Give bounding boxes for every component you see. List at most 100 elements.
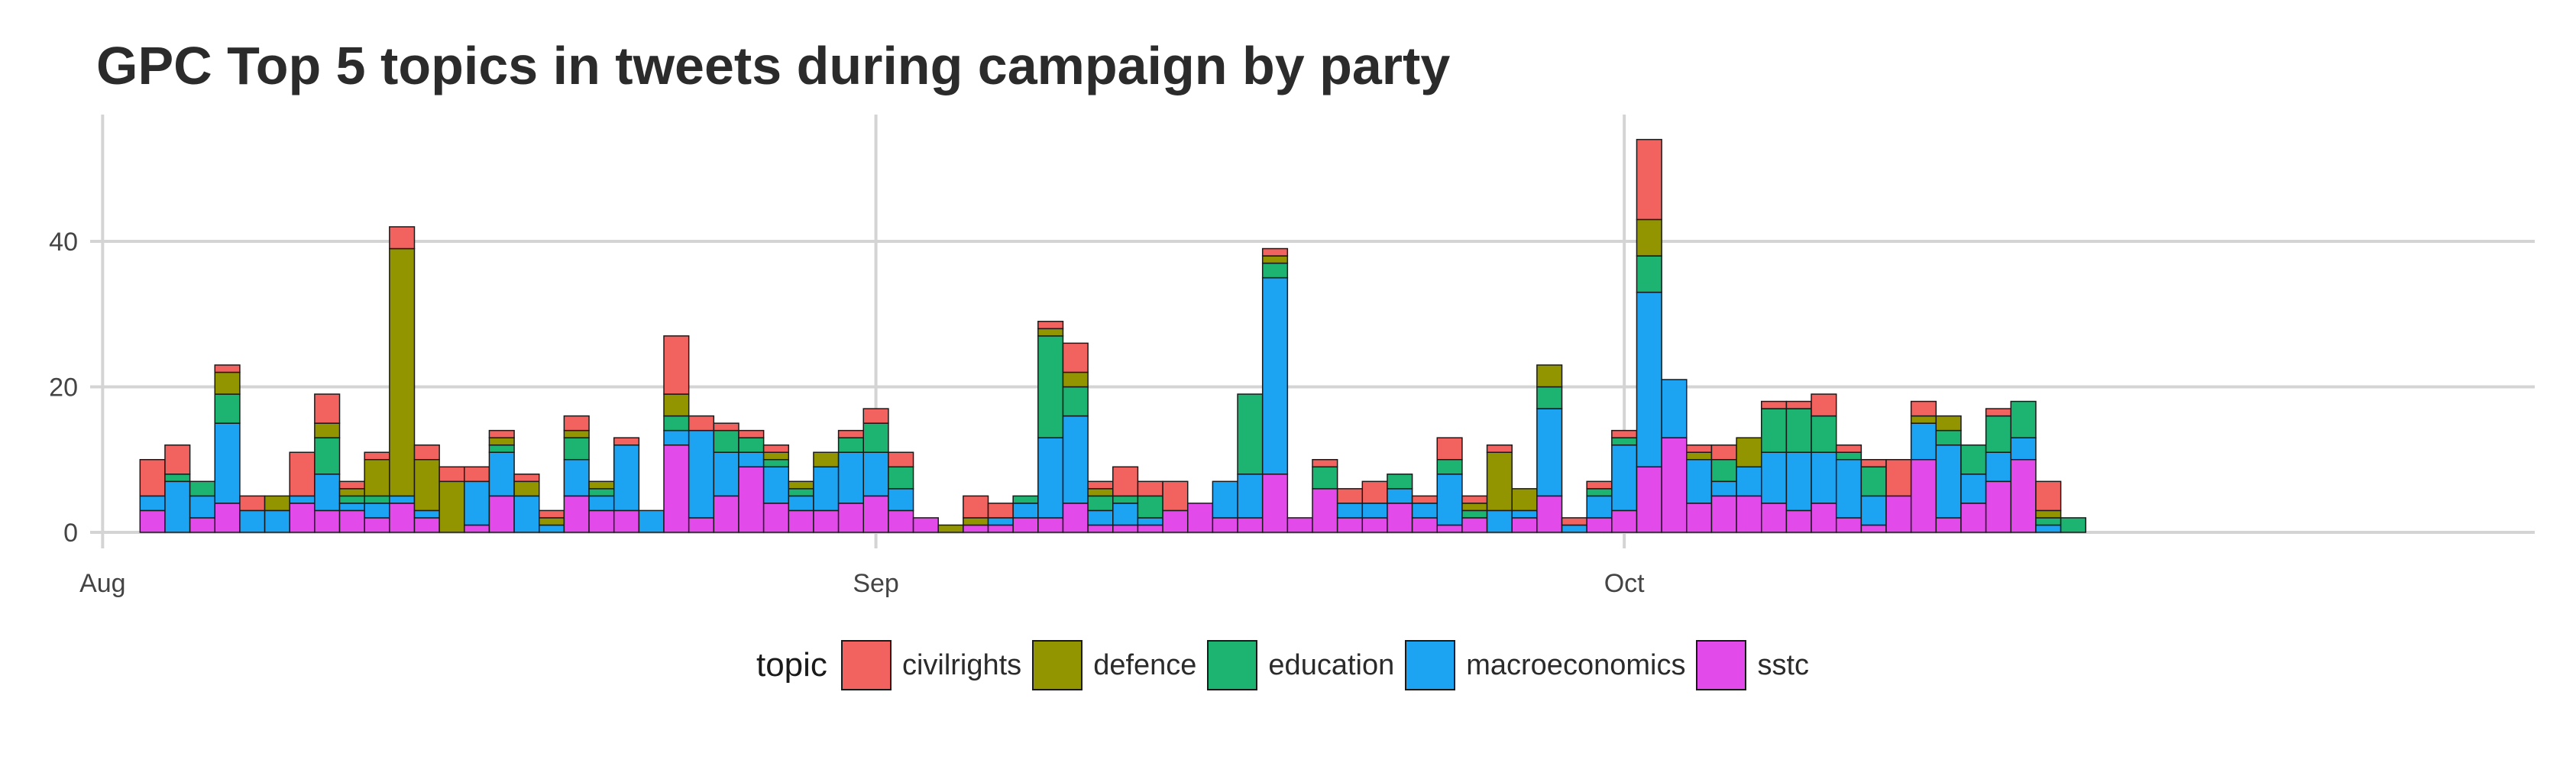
bar-civilrights xyxy=(987,503,1014,519)
bar-civilrights xyxy=(1710,444,1737,461)
legend-key-sstc xyxy=(1696,640,1747,690)
bar-civilrights xyxy=(837,429,864,438)
bar-sstc xyxy=(413,517,440,533)
bar-defence xyxy=(1910,415,1937,424)
bar-sstc xyxy=(1212,517,1238,533)
bar-defence xyxy=(937,524,964,533)
bar-sstc xyxy=(688,517,715,533)
bar-education xyxy=(2060,517,2086,533)
bar-macroeconomics xyxy=(1436,474,1463,526)
bar-defence xyxy=(1686,451,1713,461)
bar-macroeconomics xyxy=(289,495,316,504)
y-tick-label: 0 xyxy=(63,519,78,548)
bar-macroeconomics xyxy=(1212,480,1238,519)
bar-civilrights xyxy=(1037,321,1064,330)
bar-sstc xyxy=(364,517,390,533)
bar-sstc xyxy=(613,509,640,533)
bar-macroeconomics xyxy=(2010,437,2037,461)
bar-macroeconomics xyxy=(1661,379,1688,438)
bar-defence xyxy=(539,517,565,526)
bar-education xyxy=(338,495,365,504)
bar-sstc xyxy=(139,509,166,533)
bar-civilrights xyxy=(1312,459,1338,468)
bar-sstc xyxy=(1736,495,1762,533)
bar-sstc xyxy=(1536,495,1563,533)
bar-education xyxy=(189,480,216,497)
bar-macroeconomics xyxy=(888,488,914,512)
legend-item-education: education xyxy=(1207,640,1394,690)
bar-education xyxy=(713,429,739,453)
bar-defence xyxy=(1736,437,1762,468)
bar-macroeconomics xyxy=(762,466,790,504)
bar-defence xyxy=(1636,218,1662,257)
bar-civilrights xyxy=(1611,429,1638,438)
bar-sstc xyxy=(1436,524,1463,533)
bar-civilrights xyxy=(488,429,515,438)
bar-sstc xyxy=(2010,459,2037,533)
bar-sstc xyxy=(837,503,864,533)
bar-civilrights xyxy=(1112,466,1139,497)
bar-macroeconomics xyxy=(1736,466,1762,497)
bar-sstc xyxy=(1162,509,1189,533)
bar-education xyxy=(1112,495,1139,504)
bar-macroeconomics xyxy=(239,509,266,533)
bar-defence xyxy=(264,495,290,512)
bar-civilrights xyxy=(389,226,416,250)
bar-education xyxy=(1835,451,1862,461)
bar-education xyxy=(1586,488,1613,497)
bar-macroeconomics xyxy=(1387,488,1413,504)
bar-civilrights xyxy=(1062,342,1089,373)
bar-sstc xyxy=(1062,503,1089,533)
bar-macroeconomics xyxy=(264,509,290,533)
bar-defence xyxy=(338,488,365,497)
bar-sstc xyxy=(1960,503,1987,533)
bar-civilrights xyxy=(1835,444,1862,453)
bar-macroeconomics xyxy=(1336,503,1364,519)
bar-education xyxy=(738,437,765,453)
bar-education xyxy=(1935,429,1962,446)
bar-civilrights xyxy=(1137,480,1163,497)
bar-civilrights xyxy=(738,429,765,438)
bar-civilrights xyxy=(364,451,390,461)
legend-item-macroeconomics: macroeconomics xyxy=(1405,640,1685,690)
bar-education xyxy=(663,415,690,432)
bar-macroeconomics xyxy=(539,524,565,533)
bar-macroeconomics xyxy=(1910,422,1937,461)
bar-education xyxy=(164,474,191,483)
bar-education xyxy=(1611,437,1638,446)
bar-civilrights xyxy=(1636,138,1662,221)
bar-civilrights xyxy=(1910,400,1937,417)
bar-sstc xyxy=(1910,459,1937,533)
bar-sstc xyxy=(1636,466,1662,533)
bar-sstc xyxy=(464,524,490,533)
bar-defence xyxy=(314,422,341,438)
bar-civilrights xyxy=(338,480,365,490)
bar-macroeconomics xyxy=(713,451,739,497)
bar-civilrights xyxy=(314,393,341,424)
bar-education xyxy=(1261,262,1289,279)
bar-education xyxy=(1037,335,1064,438)
bar-macroeconomics xyxy=(688,429,715,519)
bar-sstc xyxy=(314,509,341,533)
bar-sstc xyxy=(1387,503,1413,533)
bar-education xyxy=(2010,400,2037,438)
bar-civilrights xyxy=(1261,247,1289,257)
bar-civilrights xyxy=(1686,444,1713,453)
bar-macroeconomics xyxy=(189,495,216,519)
legend-label: civilrights xyxy=(901,648,1022,681)
bar-civilrights xyxy=(1436,437,1463,461)
bar-civilrights xyxy=(464,466,490,483)
bar-macroeconomics xyxy=(1835,459,1862,519)
legend-key-civilrights xyxy=(840,640,892,690)
bar-sstc xyxy=(338,509,365,533)
bar-education xyxy=(1636,255,1662,293)
bar-defence xyxy=(788,480,814,490)
bar-education xyxy=(1761,408,1788,453)
bar-civilrights xyxy=(1761,400,1788,409)
bar-sstc xyxy=(189,517,216,533)
bar-macroeconomics xyxy=(1811,451,1837,504)
bar-education xyxy=(1387,474,1413,490)
bar-education xyxy=(1536,386,1563,409)
bar-macroeconomics xyxy=(1112,503,1139,526)
bar-macroeconomics xyxy=(488,451,515,497)
